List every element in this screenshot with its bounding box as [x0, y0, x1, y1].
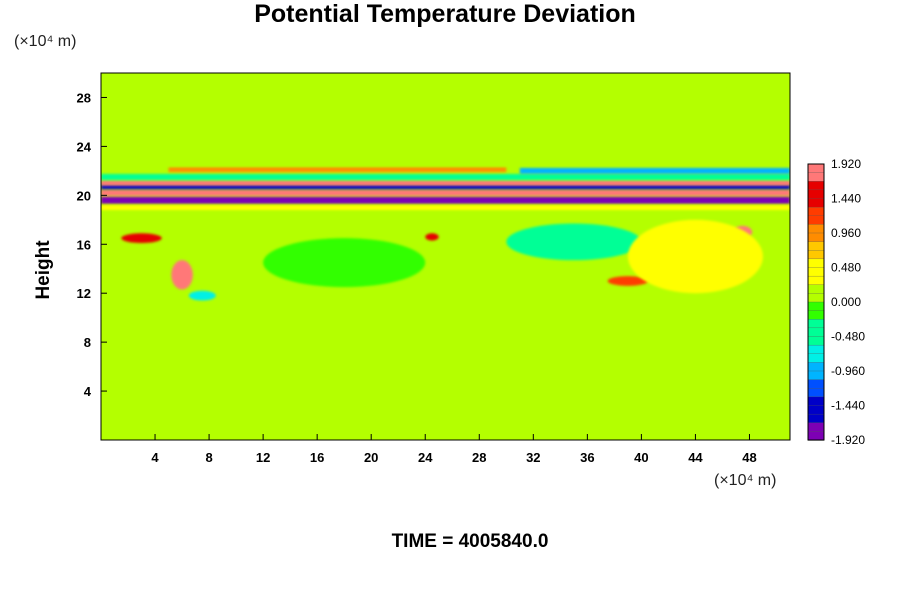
colorbar-swatch — [807, 319, 825, 329]
colorbar-swatch — [807, 267, 825, 277]
colorbar-label: 1.920 — [831, 157, 861, 171]
x-axis-unit: (×10⁴ m) — [714, 472, 777, 489]
colorbar-swatch — [807, 284, 825, 295]
colorbar-swatch — [807, 224, 825, 234]
heatmap-band-6 — [519, 167, 790, 174]
x-tick-label: 8 — [205, 450, 212, 465]
x-tick-label: 48 — [742, 450, 756, 465]
x-tick-label: 4 — [151, 450, 159, 465]
heatmap-band-9 — [101, 307, 790, 316]
x-tick-label: 36 — [580, 450, 594, 465]
y-tick-label: 4 — [84, 384, 92, 399]
colorbar-label: 0.480 — [831, 261, 861, 275]
colorbar: 1.920 1.440 0.960 0.480 0.000 -0.480 -0.960 -1.… — [807, 157, 865, 447]
heatmap-cell-17 — [607, 276, 649, 286]
y-tick-label: 20 — [77, 188, 91, 203]
colorbar-swatch — [807, 353, 825, 364]
colorbar-label: -0.480 — [831, 330, 865, 344]
colorbar-swatch — [807, 301, 825, 312]
y-axis-unit: (×10⁴ m) — [14, 33, 77, 50]
heatmap-cell-12 — [188, 290, 216, 301]
heatmap-band-5 — [168, 167, 507, 173]
colorbar-label: 0.960 — [831, 226, 861, 240]
colorbar-swatch — [807, 293, 825, 303]
x-tick-label: 44 — [688, 450, 703, 465]
colorbar-swatch — [807, 206, 825, 217]
plot-area — [101, 73, 790, 440]
x-tick-label: 28 — [472, 450, 486, 465]
heatmap-band-4 — [101, 173, 790, 181]
colorbar-label: 0.000 — [831, 295, 861, 309]
y-tick-label: 24 — [77, 139, 92, 154]
colorbar-swatch — [807, 172, 825, 182]
x-tick-label: 32 — [526, 450, 540, 465]
chart-title: Potential Temperature Deviation — [254, 0, 636, 28]
x-tick-label: 40 — [634, 450, 648, 465]
colorbar-swatch — [807, 327, 825, 338]
colorbar-swatch — [807, 189, 825, 200]
colorbar-swatch — [807, 258, 825, 269]
heatmap-cell-18 — [506, 223, 642, 261]
y-tick-label: 12 — [77, 286, 91, 301]
y-tick-label: 16 — [77, 237, 91, 252]
colorbar-swatch — [807, 275, 825, 286]
colorbar-swatch — [807, 431, 825, 441]
heatmap-cell-13 — [425, 233, 439, 241]
colorbar-swatch — [807, 181, 825, 191]
colorbar-swatch — [807, 198, 825, 208]
colorbar-swatch — [807, 396, 825, 407]
x-axis: 4 8 12 16 20 24 28 32 36 40 44 48 — [151, 434, 757, 465]
heatmap-cell-19 — [263, 238, 426, 288]
x-tick-label: 20 — [364, 450, 378, 465]
heatmap-cell-11 — [121, 233, 162, 244]
colorbar-swatch — [807, 379, 825, 389]
x-tick-label: 24 — [418, 450, 433, 465]
heatmap-band-8 — [101, 151, 790, 166]
colorbar-swatch — [807, 370, 825, 381]
heatmap-cell-22 — [627, 219, 763, 294]
heatmap-band-3 — [101, 180, 790, 186]
colorbar-label: -1.440 — [831, 399, 865, 413]
heatmap-cell-10 — [171, 260, 193, 290]
colorbar-swatch — [807, 241, 825, 251]
y-tick-label: 28 — [77, 90, 91, 105]
colorbar-swatch — [807, 310, 825, 320]
colorbar-swatch — [807, 232, 825, 243]
plot-frame — [100, 72, 791, 441]
colorbar-swatch — [807, 336, 825, 346]
heatmap-cell-21 — [654, 85, 763, 122]
heatmap-band-0 — [101, 196, 790, 204]
colorbar-swatch — [807, 215, 825, 226]
x-tick-label: 16 — [310, 450, 324, 465]
heatmap-band-1 — [101, 189, 790, 196]
y-tick-label: 8 — [84, 335, 91, 350]
colorbar-swatch — [807, 413, 825, 424]
colorbar-frame — [807, 163, 825, 441]
colorbar-swatch — [807, 405, 825, 415]
x-tick-label: 12 — [256, 450, 270, 465]
colorbar-swatch — [807, 362, 825, 372]
colorbar-label: -0.960 — [831, 364, 865, 378]
colorbar-swatch — [807, 388, 825, 398]
colorbar-swatch — [807, 344, 825, 355]
heatmap-cell-20 — [101, 85, 183, 122]
colorbar-swatch — [807, 422, 825, 433]
heatmap-band-7 — [101, 205, 790, 211]
colorbar-label: -1.920 — [831, 433, 865, 447]
colorbar-swatch — [807, 250, 825, 260]
colorbar-swatch — [807, 163, 825, 174]
colorbar-label: 1.440 — [831, 192, 861, 206]
time-label: TIME = 4005840.0 — [391, 531, 549, 552]
y-axis: 4 8 12 16 20 24 28 — [77, 90, 107, 399]
heatmap-band-2 — [101, 184, 790, 190]
